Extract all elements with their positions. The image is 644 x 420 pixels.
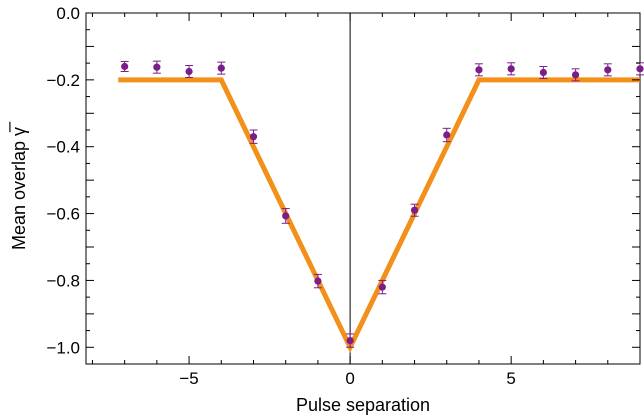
y-tick-label: −1.0 — [46, 338, 80, 357]
data-point — [217, 61, 226, 75]
data-points-group — [120, 60, 644, 348]
point-marker — [217, 64, 225, 72]
y-tick-label: −0.6 — [46, 205, 80, 224]
plot-frame — [85, 12, 641, 365]
data-point — [539, 65, 548, 80]
x-axis-ticks: −5 0 5 — [91, 13, 641, 388]
fit-line — [118, 77, 640, 354]
point-marker — [571, 71, 580, 79]
point-marker — [507, 65, 515, 73]
x-tick-label: −5 — [179, 369, 198, 388]
data-point — [410, 203, 419, 217]
y-axis-ticks: 0.0 −0.2 −0.4 −0.6 −0.8 −1.0 — [46, 4, 640, 365]
data-point — [507, 62, 516, 76]
data-point — [185, 64, 194, 79]
data-point — [313, 273, 322, 289]
plot-border — [85, 12, 641, 365]
data-point — [346, 333, 355, 348]
data-point — [571, 68, 580, 82]
fit-line-group — [118, 77, 640, 354]
point-marker — [378, 283, 386, 291]
data-point — [603, 63, 612, 77]
point-marker — [249, 133, 258, 141]
data-point — [474, 63, 483, 77]
point-marker — [282, 212, 290, 220]
data-point — [249, 129, 258, 144]
point-marker — [604, 66, 612, 74]
data-point — [378, 279, 387, 295]
point-marker — [185, 67, 193, 76]
point-marker — [443, 131, 451, 139]
point-marker — [539, 68, 547, 77]
point-marker — [153, 63, 161, 71]
y-tick-label: −0.2 — [46, 71, 80, 90]
point-marker — [636, 65, 644, 73]
y-tick-label: 0.0 — [56, 4, 80, 23]
y-tick-label: −0.4 — [46, 138, 80, 157]
data-point — [281, 208, 290, 224]
x-axis-title: Pulse separation — [296, 395, 430, 415]
data-point — [442, 127, 451, 143]
point-marker — [314, 277, 322, 285]
point-marker — [121, 62, 129, 71]
y-axis-title: Mean overlap γ̅ — [9, 121, 29, 250]
point-marker — [346, 337, 354, 345]
data-point — [636, 62, 644, 76]
data-point — [120, 60, 129, 72]
y-tick-label: −0.8 — [46, 271, 80, 290]
point-marker — [410, 206, 419, 214]
x-tick-label: 5 — [506, 369, 515, 388]
x-tick-label: 0 — [345, 369, 354, 388]
data-point — [152, 60, 161, 74]
point-marker — [475, 66, 483, 74]
